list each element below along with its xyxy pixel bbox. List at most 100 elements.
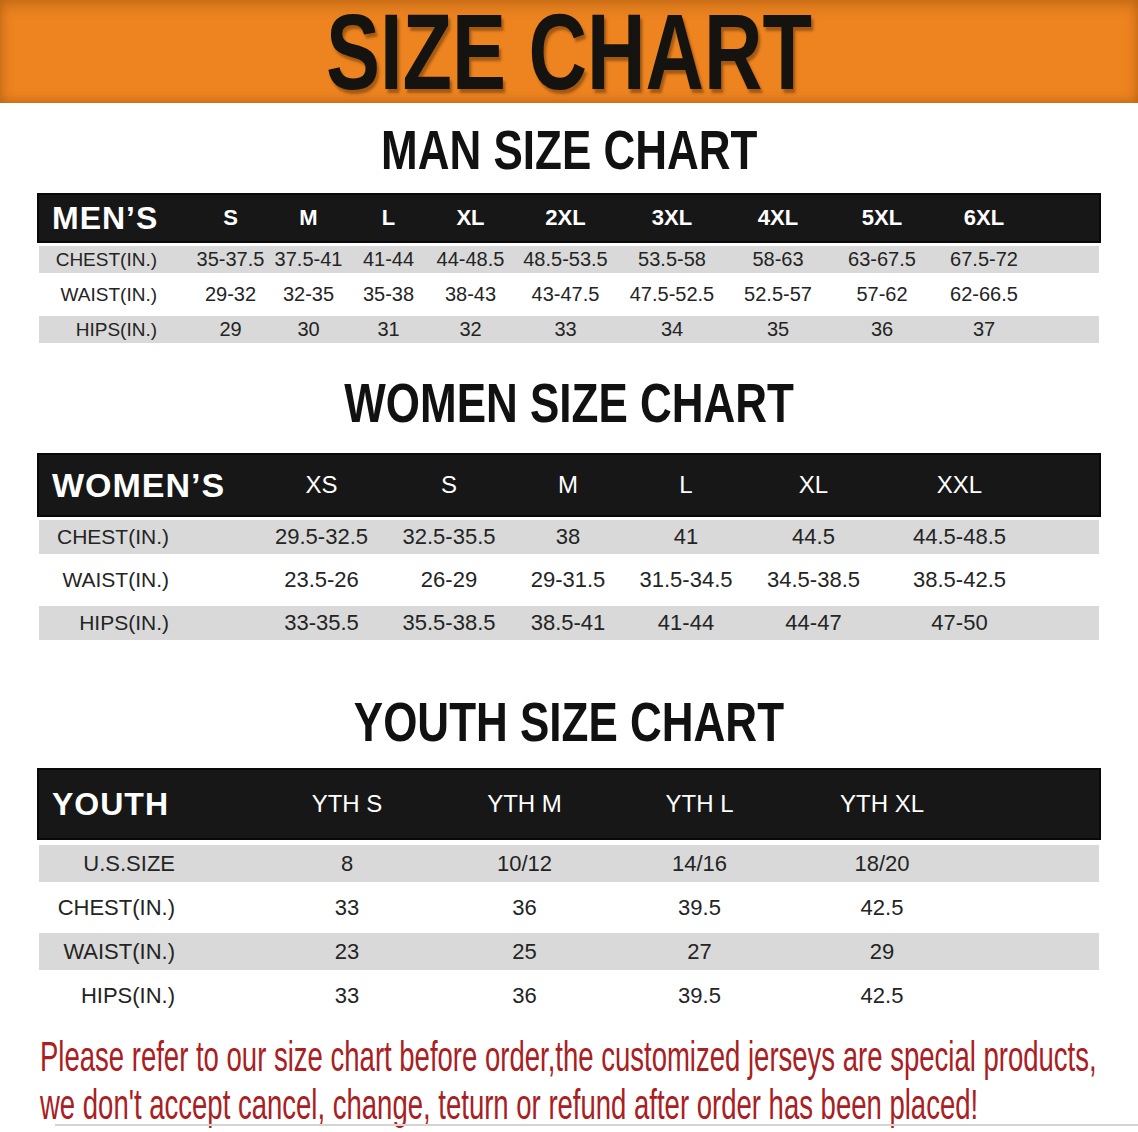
- size-value: 36: [437, 977, 612, 1014]
- size-value: 36: [831, 316, 933, 343]
- size-value: 35: [725, 316, 831, 343]
- women-size-header-xl: XL: [745, 455, 882, 515]
- men-row-waistin: WAIST(IN.)29-3232-3535-3838-4343-47.547.…: [39, 281, 1099, 308]
- size-value: 33: [257, 977, 437, 1014]
- youth-corner-label: YOUTH: [39, 770, 257, 838]
- size-value: 36: [437, 889, 612, 926]
- page-title: SIZE CHART: [245, 0, 893, 106]
- size-value: 62-66.5: [933, 281, 1035, 308]
- women-row-hipsin: HIPS(IN.)33-35.535.5-38.538.5-4141-4444-…: [39, 606, 1099, 640]
- men-row-hipsin: HIPS(IN.)293031323334353637: [39, 316, 1099, 343]
- size-value: 52.5-57: [725, 281, 831, 308]
- youth-size-header-ythm: YTH M: [437, 770, 612, 838]
- youth-row-hipsin: HIPS(IN.)333639.542.5: [39, 977, 1099, 1014]
- size-value: 32.5-35.5: [389, 520, 509, 554]
- size-value: 33: [512, 316, 619, 343]
- size-value: 23: [257, 933, 437, 970]
- size-value: 32-35: [269, 281, 348, 308]
- women-size-header-xs: XS: [254, 455, 389, 515]
- spacer-cell: [1037, 455, 1099, 515]
- women-table-header-row: WOMEN’SXSSMLXLXXL: [39, 455, 1099, 515]
- youth-row-chestin: CHEST(IN.)333639.542.5: [39, 889, 1099, 926]
- women-size-header-xxl: XXL: [882, 455, 1037, 515]
- size-value: 29-31.5: [509, 563, 627, 597]
- row-label: CHEST(IN.): [39, 520, 254, 554]
- size-value: 29-32: [192, 281, 269, 308]
- size-value: 25: [437, 933, 612, 970]
- youth-row-waistin: WAIST(IN.)23252729: [39, 933, 1099, 970]
- youth-size-table: YOUTHYTH SYTH MYTH LYTH XLU.S.SIZE810/12…: [39, 770, 1099, 1014]
- size-value: 42.5: [787, 889, 977, 926]
- men-size-header-3xl: 3XL: [619, 195, 725, 241]
- banner: SIZE CHART: [0, 0, 1138, 103]
- row-label: CHEST(IN.): [39, 246, 192, 273]
- men-corner-label: MEN’S: [39, 195, 192, 241]
- size-value: 35-38: [348, 281, 429, 308]
- youth-size-chart-section: YOUTH SIZE CHART YOUTHYTH SYTH MYTH LYTH …: [0, 695, 1138, 1014]
- row-label: WAIST(IN.): [39, 281, 192, 308]
- size-value: 10/12: [437, 845, 612, 882]
- size-value: 53.5-58: [619, 246, 725, 273]
- men-size-header-l: L: [348, 195, 429, 241]
- size-value: 29: [787, 933, 977, 970]
- spacer-cell: [977, 770, 1099, 838]
- disclaimer-line-2: we don't accept cancel, change, teturn o…: [40, 1081, 759, 1129]
- size-value: 41-44: [627, 606, 745, 640]
- size-value: 38-43: [429, 281, 512, 308]
- youth-section-heading: YOUTH SIZE CHART: [0, 695, 1138, 749]
- youth-table-header-row: YOUTHYTH SYTH MYTH LYTH XL: [39, 770, 1099, 838]
- women-corner-label: WOMEN’S: [39, 455, 254, 515]
- size-value: 29.5-32.5: [254, 520, 389, 554]
- size-value: 35-37.5: [192, 246, 269, 273]
- size-value: 41-44: [348, 246, 429, 273]
- size-chart-page: SIZE CHART MAN SIZE CHARTMEN’SSMLXL2XL3X…: [0, 0, 1138, 1132]
- youth-size-header-ythl: YTH L: [612, 770, 787, 838]
- size-value: 39.5: [612, 977, 787, 1014]
- size-value: 31.5-34.5: [627, 563, 745, 597]
- row-label: WAIST(IN.): [39, 933, 257, 970]
- size-value: 37: [933, 316, 1035, 343]
- spacer-cell: [1037, 606, 1099, 640]
- spacer-cell: [1035, 316, 1099, 343]
- men-size-header-5xl: 5XL: [831, 195, 933, 241]
- spacer-cell: [1037, 520, 1099, 554]
- size-value: 44-47: [745, 606, 882, 640]
- spacer-cell: [1035, 246, 1099, 273]
- size-value: 47-50: [882, 606, 1037, 640]
- size-value: 47.5-52.5: [619, 281, 725, 308]
- size-value: 38.5-42.5: [882, 563, 1037, 597]
- row-label: HIPS(IN.): [39, 977, 257, 1014]
- size-value: 34.5-38.5: [745, 563, 882, 597]
- disclaimer: Please refer to our size chart before or…: [40, 1033, 1138, 1129]
- size-value: 30: [269, 316, 348, 343]
- spacer-cell: [977, 977, 1099, 1014]
- spacer-cell: [1035, 195, 1099, 241]
- spacer-cell: [977, 845, 1099, 882]
- women-row-chestin: CHEST(IN.)29.5-32.532.5-35.5384144.544.5…: [39, 520, 1099, 554]
- size-value: 26-29: [389, 563, 509, 597]
- men-size-chart-section: MAN SIZE CHARTMEN’SSMLXL2XL3XL4XL5XL6XLC…: [0, 123, 1138, 343]
- men-section-heading: MAN SIZE CHART: [0, 123, 1138, 177]
- women-size-header-s: S: [389, 455, 509, 515]
- size-value: 43-47.5: [512, 281, 619, 308]
- youth-size-header-yths: YTH S: [257, 770, 437, 838]
- size-value: 31: [348, 316, 429, 343]
- size-value: 32: [429, 316, 512, 343]
- women-size-header-l: L: [627, 455, 745, 515]
- men-size-header-6xl: 6XL: [933, 195, 1035, 241]
- men-size-header-m: M: [269, 195, 348, 241]
- men-table-header-row: MEN’SSMLXL2XL3XL4XL5XL6XL: [39, 195, 1099, 241]
- size-value: 27: [612, 933, 787, 970]
- disclaimer-line-1: Please refer to our size chart before or…: [40, 1033, 759, 1081]
- youth-size-header-ythxl: YTH XL: [787, 770, 977, 838]
- size-value: 33-35.5: [254, 606, 389, 640]
- men-size-header-2xl: 2XL: [512, 195, 619, 241]
- size-value: 38.5-41: [509, 606, 627, 640]
- charts-container: MAN SIZE CHARTMEN’SSMLXL2XL3XL4XL5XL6XLC…: [0, 123, 1138, 1014]
- men-size-header-s: S: [192, 195, 269, 241]
- size-value: 18/20: [787, 845, 977, 882]
- size-value: 37.5-41: [269, 246, 348, 273]
- row-label: HIPS(IN.): [39, 316, 192, 343]
- size-value: 39.5: [612, 889, 787, 926]
- size-value: 57-62: [831, 281, 933, 308]
